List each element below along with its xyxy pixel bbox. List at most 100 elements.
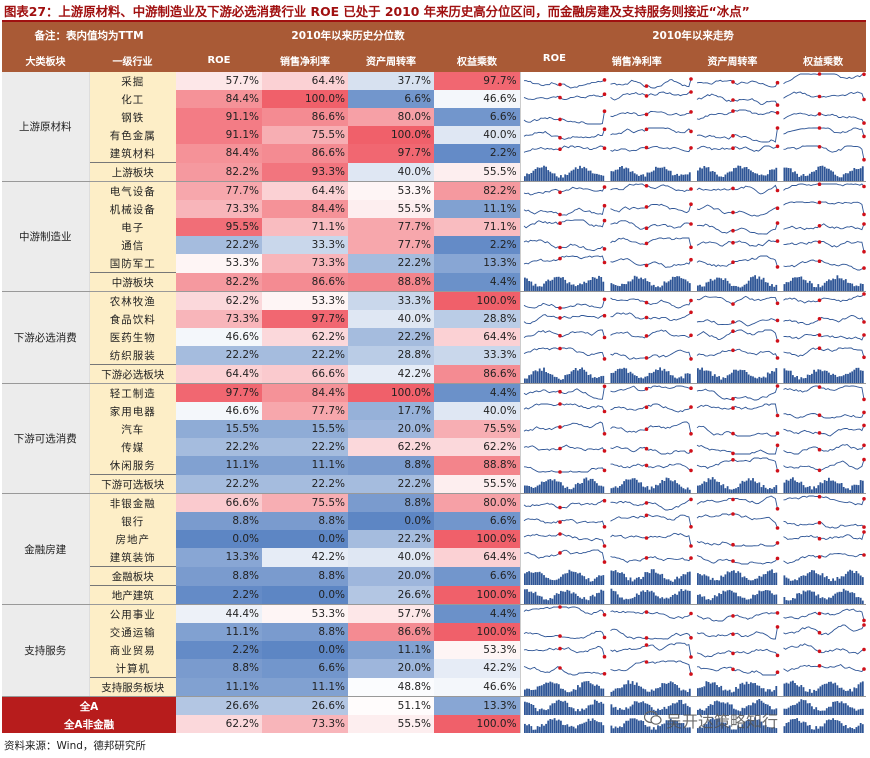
sparkline-bar bbox=[751, 171, 754, 181]
sparkline-bar bbox=[804, 691, 807, 696]
sparkline-bar bbox=[850, 283, 853, 291]
sparkline-bar bbox=[724, 722, 726, 733]
sparkline-bar bbox=[772, 709, 775, 715]
sparkline-bar bbox=[836, 482, 838, 493]
sparkline-bar bbox=[698, 167, 701, 181]
sparkline-bar bbox=[667, 706, 670, 715]
sparkline-marker bbox=[817, 611, 821, 616]
sparkline-bar bbox=[713, 279, 716, 291]
sparkline-bar bbox=[616, 594, 619, 604]
sparkline-bar bbox=[827, 597, 830, 604]
value-equity-multiplier: 100.0% bbox=[434, 291, 521, 310]
sparkline-bar bbox=[555, 683, 558, 696]
sparkline-bar bbox=[568, 691, 570, 696]
sparkline-bar bbox=[749, 720, 752, 733]
sparkline-bar bbox=[745, 283, 748, 291]
sparkline-bar bbox=[597, 702, 600, 715]
value-asset-turnover: 22.2% bbox=[348, 530, 435, 548]
sparkline-bar bbox=[734, 572, 737, 585]
sparkline-bar bbox=[785, 708, 787, 715]
table-row: 国防军工 53.3% 73.3% 22.2% 13.3% bbox=[2, 254, 867, 273]
sparkline-bar bbox=[806, 486, 809, 493]
sparkline-bar bbox=[816, 166, 819, 181]
sparkline-bar bbox=[576, 573, 579, 585]
sparkline-bar bbox=[629, 718, 631, 733]
sparkline-marker bbox=[730, 320, 735, 324]
sparkline-bar bbox=[702, 481, 705, 493]
sparkline-bar bbox=[770, 283, 773, 291]
sparkline-bar bbox=[660, 682, 663, 696]
sparkline-bar bbox=[654, 484, 657, 493]
sparkline-bar bbox=[551, 279, 553, 291]
sparkline-bar bbox=[766, 688, 769, 696]
sparkline-bar bbox=[673, 377, 676, 383]
bar-series-net-margin bbox=[610, 718, 691, 733]
sparkline-bar bbox=[766, 173, 769, 181]
sparkline-bar bbox=[789, 168, 792, 181]
sparkline-bar bbox=[559, 688, 562, 696]
sparkline-bar bbox=[624, 368, 627, 383]
sparkline-bar bbox=[743, 684, 745, 696]
sparkline-bar bbox=[719, 593, 722, 604]
sparkline-bar bbox=[745, 371, 748, 383]
sparkline-bar bbox=[532, 285, 534, 291]
sparkline-bar bbox=[793, 579, 796, 585]
sparkline-bar bbox=[639, 377, 642, 383]
sparkline-bar bbox=[844, 172, 847, 181]
value-roe: 53.3% bbox=[176, 254, 263, 273]
sparkline-line-asset-turnover bbox=[696, 457, 778, 472]
sparkline-marker bbox=[644, 300, 648, 305]
sparkline-line-net-margin bbox=[609, 556, 691, 564]
sparkline-bar bbox=[532, 705, 534, 715]
sparkline-line-equity-multiplier bbox=[782, 112, 864, 124]
sparkline-bar bbox=[679, 174, 682, 181]
value-net-margin: 84.4% bbox=[262, 383, 349, 402]
sparkline-bar bbox=[789, 599, 792, 604]
sparkline-bar bbox=[536, 485, 539, 493]
sparkline-bar bbox=[622, 723, 625, 733]
value-net-margin: 8.8% bbox=[262, 623, 349, 641]
sparkline-bar bbox=[734, 285, 737, 291]
table-row: 通信 22.2% 33.3% 77.7% 2.2% bbox=[2, 236, 867, 254]
sparkline-bar bbox=[774, 728, 777, 733]
sparkline-bar bbox=[654, 595, 657, 604]
sparkline-marker bbox=[817, 333, 821, 337]
sparkline-bar bbox=[523, 689, 526, 696]
sparkline-marker bbox=[602, 409, 606, 414]
sparkline-marker bbox=[730, 240, 735, 245]
sparkline-bar bbox=[766, 282, 769, 291]
sparkline-bar bbox=[637, 594, 640, 604]
industry-label: 国防军工 bbox=[89, 254, 177, 273]
sparkline-bar bbox=[574, 689, 577, 696]
sparkline-bar bbox=[734, 592, 737, 604]
value-equity-multiplier: 86.6% bbox=[434, 364, 521, 384]
value-roe: 8.8% bbox=[176, 512, 263, 530]
sparkline-marker bbox=[688, 187, 693, 191]
sparkline-bar bbox=[819, 369, 821, 383]
trend-sparkline bbox=[519, 346, 867, 365]
bar-series-roe bbox=[523, 477, 604, 493]
sparkline-bar bbox=[669, 705, 672, 715]
sparkline-bar bbox=[656, 687, 659, 696]
sparkline-bar bbox=[652, 284, 655, 291]
sparkline-bar bbox=[738, 683, 741, 696]
sparkline-bar bbox=[772, 573, 775, 585]
table-row: 中游制造业 电气设备 77.7% 64.4% 53.3% 82.2% bbox=[2, 181, 867, 292]
sparkline-bar bbox=[631, 597, 634, 604]
sparkline-bar bbox=[637, 278, 640, 291]
sparkline-bar bbox=[743, 721, 745, 733]
sparkline-bar bbox=[829, 480, 832, 493]
sparkline-bar bbox=[538, 167, 541, 181]
sparkline-bar bbox=[614, 570, 617, 585]
sparkline-bar bbox=[576, 595, 579, 604]
sparkline-bar bbox=[799, 684, 802, 696]
sparkline-bar bbox=[724, 689, 726, 696]
sparkline-bar bbox=[544, 577, 547, 585]
sparkline-line-roe bbox=[523, 219, 605, 229]
sparkline-bar bbox=[698, 727, 701, 733]
sparkline-bar bbox=[648, 489, 650, 493]
sparkline-bar bbox=[793, 480, 796, 493]
sparkline-bar bbox=[734, 686, 737, 696]
sparkline-bar bbox=[572, 726, 575, 733]
sparkline-bar bbox=[570, 371, 572, 383]
